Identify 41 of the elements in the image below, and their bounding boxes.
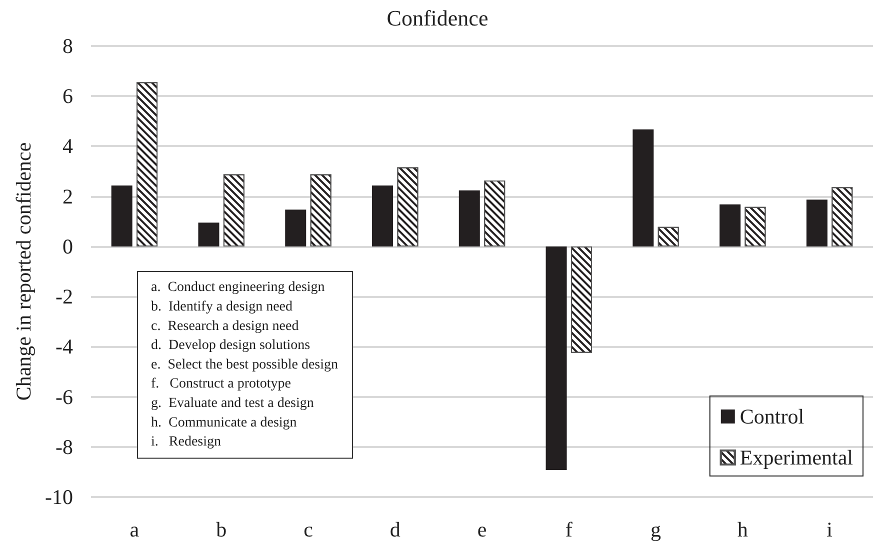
y-tick-label: 6	[62, 84, 73, 108]
bar	[806, 200, 828, 246]
x-tick-label: e	[477, 518, 487, 541]
x-tick-label: h	[737, 518, 748, 541]
y-tick-label: -6	[56, 384, 73, 409]
annotation: f. Construct a prototype	[151, 376, 291, 392]
x-tick-label: i	[826, 518, 833, 541]
y-tick-label: -8	[56, 434, 73, 459]
bar	[546, 246, 567, 470]
y-tick-label: -10	[45, 485, 73, 509]
legend-label: Experimental	[740, 446, 854, 470]
y-tick-label: 8	[62, 34, 73, 58]
y-tick-label: 0	[62, 234, 73, 258]
annotation: h. Communicate a design	[151, 415, 297, 430]
bar	[285, 210, 306, 246]
bar	[198, 222, 220, 246]
chart-title: Confidence	[386, 6, 488, 30]
legend-label: Control	[740, 404, 804, 428]
annotation: a. Conduct engineering design	[151, 280, 325, 296]
annotation: i. Redesign	[151, 434, 221, 450]
y-axis-title: Change in reported confidence	[12, 142, 36, 401]
y-tick-label: 2	[62, 184, 73, 208]
bar	[720, 204, 741, 246]
bar	[111, 186, 132, 246]
x-tick-label: b	[216, 518, 227, 541]
x-tick-label: f	[565, 518, 572, 541]
annotation: d. Develop design solutions	[151, 338, 310, 354]
y-tick-label: -2	[56, 284, 73, 309]
x-tick-label: c	[304, 518, 313, 541]
y-tick-label: 4	[62, 134, 74, 158]
annotation: c. Research a design need	[151, 318, 299, 334]
bar	[372, 186, 394, 246]
x-tick-label: a	[130, 518, 140, 541]
x-tick-label: g	[650, 518, 662, 541]
bar	[458, 190, 480, 246]
annotation: e. Select the best possible design	[151, 357, 338, 372]
annotation: b. Identify a design need	[151, 299, 293, 314]
bar	[632, 129, 654, 246]
annotation: g. Evaluate and test a design	[151, 396, 314, 411]
y-tick-label: -4	[56, 334, 74, 359]
x-tick-label: d	[390, 518, 401, 541]
